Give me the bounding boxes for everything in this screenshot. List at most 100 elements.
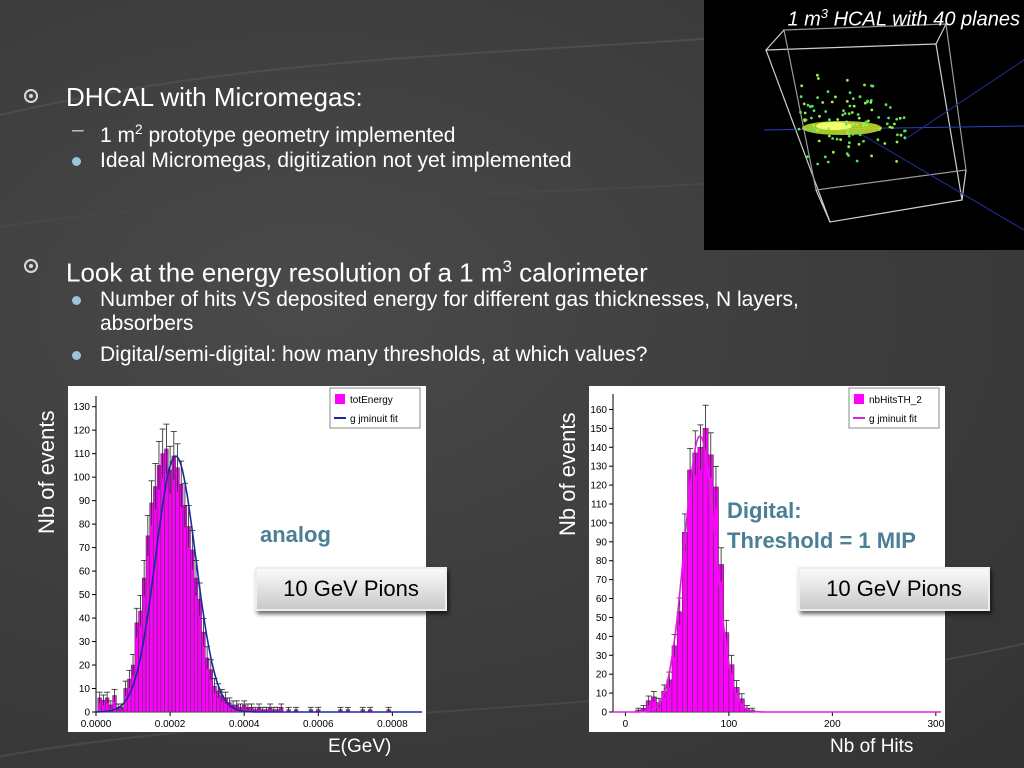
- hcal-hit-point: [843, 112, 847, 115]
- histogram-bar: [167, 469, 173, 713]
- hcal-hit-point: [852, 104, 856, 108]
- hcal-hit-point: [858, 95, 862, 99]
- histogram-bar: [676, 611, 683, 713]
- hcal-hit-point: [817, 77, 820, 80]
- hcal-title-post: HCAL with 40 planes: [828, 8, 1020, 31]
- legend-swatch-hist: [854, 394, 864, 404]
- y-tick-label: 10: [596, 689, 608, 700]
- hcal-hit-points: [797, 73, 907, 166]
- y-tick-label: 60: [79, 567, 91, 578]
- hcal-hit-point: [851, 132, 855, 136]
- hcal-hit-point: [895, 117, 899, 121]
- hcal-hit-point: [902, 116, 906, 120]
- histogram-bar: [186, 526, 191, 713]
- hcal-hit-point: [858, 133, 862, 137]
- histogram-bar: [171, 455, 176, 713]
- histogram-bar: [149, 502, 154, 713]
- histogram-bar: [153, 486, 158, 713]
- sub-bullet-geometry-sup: 2: [135, 122, 143, 137]
- sub-bullet-geometry: – 1 m2 prototype geometry implemented: [72, 118, 455, 148]
- hcal-hit-point: [884, 103, 888, 106]
- dot-bullet-icon: [72, 157, 81, 166]
- hcal-hit-point: [895, 140, 899, 144]
- hcal-hit-point: [800, 84, 804, 88]
- right-chart: 0 10 20 30 40 50 60 70 80 90 100 110 120 130 140 150 160…: [589, 386, 945, 732]
- y-tick-label: 20: [596, 670, 608, 681]
- hcal-hit-point: [893, 122, 896, 126]
- hcal-hit-point: [856, 113, 860, 116]
- hcal-hit-point: [888, 106, 892, 109]
- x-tick-label: 0.0008: [377, 719, 408, 730]
- hcal-hit-point: [845, 100, 849, 103]
- hcal-hit-point: [839, 138, 842, 142]
- hcal-hit-point: [857, 142, 861, 146]
- hcal-hit-point: [806, 155, 809, 159]
- hcal-hit-point: [831, 137, 834, 140]
- hcal-hit-point: [895, 160, 898, 163]
- y-tick-label: 0: [601, 708, 607, 719]
- legend-label-hist: nbHitsTH_2: [869, 395, 922, 406]
- hcal-hit-point: [887, 116, 890, 120]
- legend-label-fit: g jminuit fit: [350, 414, 398, 425]
- hcal-hit-point: [883, 142, 887, 145]
- hcal-hit-point: [862, 139, 865, 143]
- histogram-bar: [175, 467, 180, 713]
- sub-bullet-hits-line2: absorbers: [100, 312, 194, 335]
- hcal-hit-point: [857, 116, 861, 120]
- y-tick-label: 80: [596, 556, 608, 567]
- hcal-hit-point: [878, 127, 881, 131]
- hcal-hit-point: [846, 78, 849, 82]
- hcal-hit-point: [890, 126, 894, 129]
- y-tick-label: 10: [79, 684, 91, 695]
- hcal-hit-point: [850, 122, 853, 126]
- hcal-hit-point: [867, 119, 870, 123]
- legend-label-fit: g jminuit fit: [869, 414, 917, 425]
- hcal-hit-point: [841, 113, 845, 117]
- hcal-hit-point: [862, 124, 865, 128]
- y-tick-label: 140: [590, 443, 607, 454]
- hcal-hit-point: [802, 102, 806, 106]
- fit-curve: [613, 434, 941, 713]
- hcal-hit-point: [903, 136, 907, 140]
- sub-bullet-digital-text: Digital/semi-digital: how many threshold…: [100, 343, 648, 366]
- y-tick-label: 110: [591, 500, 607, 511]
- hcal-hit-point: [855, 123, 859, 126]
- y-tick-label: 100: [590, 518, 607, 529]
- hcal-hit-point: [842, 109, 845, 112]
- hcal-hit-point: [797, 127, 801, 131]
- y-tick-label: 80: [79, 520, 91, 531]
- hcal-hit-point: [896, 133, 899, 137]
- left-chart-ylabel: Nb of events: [34, 410, 59, 534]
- digital-label-line1: Digital:: [727, 498, 802, 523]
- histogram-bar: [697, 446, 704, 713]
- y-tick-label: 70: [79, 543, 91, 554]
- right-chart-svg: 0 10 20 30 40 50 60 70 80 90 100 110 120 130 140 150 160…: [590, 387, 945, 730]
- bullet-dhcal-text: DHCAL with Micromegas:: [66, 82, 363, 112]
- hcal-hit-point: [826, 90, 830, 93]
- sub-bullet-digital: Digital/semi-digital: how many threshold…: [72, 343, 648, 367]
- hcal-hit-point: [836, 118, 840, 121]
- hcal-hit-point: [830, 100, 834, 104]
- hcal-hit-point: [828, 118, 831, 122]
- legend-swatch-hist: [335, 394, 345, 404]
- digital-label: Digital: Threshold = 1 MIP: [727, 496, 916, 556]
- x-tick-label: 200: [824, 719, 841, 730]
- hcal-hit-point: [850, 111, 854, 114]
- y-tick-label: 100: [73, 473, 90, 484]
- hcal-hit-point: [810, 116, 813, 120]
- hcal-hit-point: [821, 101, 825, 104]
- hcal-hit-point: [899, 133, 903, 137]
- y-tick-label: 50: [79, 590, 91, 601]
- sub-bullet-hits-line1: Number of hits VS deposited energy for d…: [100, 288, 799, 311]
- hcal-hit-point: [848, 91, 852, 94]
- histogram-bar: [197, 598, 202, 713]
- y-tick-label: 20: [79, 661, 91, 672]
- hcal-hit-point: [845, 120, 848, 124]
- y-tick-label: 30: [79, 637, 91, 648]
- hcal-hit-point: [799, 95, 803, 99]
- hcal-hit-point: [856, 131, 860, 135]
- hcal-hit-point: [848, 104, 852, 108]
- hcal-hit-point: [803, 111, 807, 115]
- bullet-energy-resolution: Look at the energy resolution of a 1 m3 …: [24, 252, 648, 288]
- bullet-energy-post: calorimeter: [511, 257, 648, 288]
